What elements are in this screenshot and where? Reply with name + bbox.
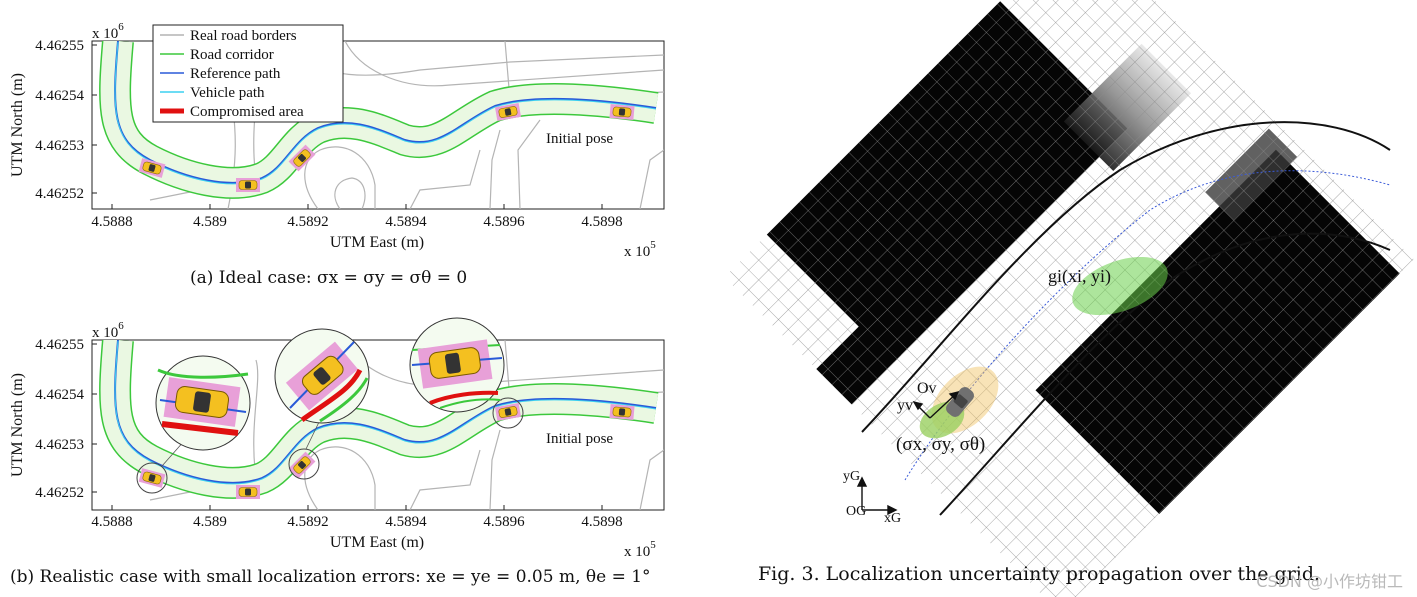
caption-figure-b: (b) Realistic case with small localizati… bbox=[10, 567, 651, 587]
sigma-label: (σx, σy, σθ) bbox=[896, 434, 985, 455]
legend-label: Reference path bbox=[190, 66, 281, 82]
figure-b: 4.46255 4.46254 4.46253 4.46252 4.5888 4… bbox=[9, 317, 665, 560]
x-tick-label: 4.5888 bbox=[91, 514, 132, 530]
plot-area-a bbox=[99, 41, 664, 209]
reference-path-b bbox=[114, 340, 657, 484]
caption-figure-a: (a) Ideal case: σx = σy = σθ = 0 bbox=[190, 268, 468, 288]
x-tick-label: 4.5894 bbox=[385, 214, 427, 230]
legend-label: Vehicle path bbox=[190, 85, 265, 101]
x-axis-label: UTM East (m) bbox=[330, 234, 424, 251]
x-tick-label: 4.5892 bbox=[287, 514, 328, 530]
occupancy-grid bbox=[724, 0, 1414, 597]
y-tick-label: 4.46252 bbox=[35, 485, 84, 501]
zoom-inset-1 bbox=[155, 355, 251, 451]
road-border-curve bbox=[861, 121, 1391, 433]
x-tick-label: 4.5896 bbox=[483, 514, 525, 530]
global-x-axis-label: xG bbox=[884, 511, 901, 526]
caption-figure-3: Fig. 3. Localization uncertainty propaga… bbox=[758, 563, 1321, 585]
x-axis-label: UTM East (m) bbox=[330, 534, 424, 551]
zoom-inset-3 bbox=[409, 317, 505, 413]
global-frame bbox=[856, 476, 898, 516]
vehicle-frame bbox=[912, 390, 960, 419]
y-axis-label: UTM North (m) bbox=[9, 373, 26, 477]
reference-path-a bbox=[114, 41, 657, 184]
legend-label: Road corridor bbox=[190, 47, 274, 63]
x-tick-label: 4.589 bbox=[193, 214, 227, 230]
global-origin-label: OG bbox=[846, 504, 866, 519]
y-tick-label: 4.46252 bbox=[35, 186, 84, 202]
x-tick-label: 4.589 bbox=[193, 514, 227, 530]
initial-pose-label: Initial pose bbox=[546, 431, 613, 447]
x-tick-label: 4.5896 bbox=[483, 214, 525, 230]
y-tick-label: 4.46254 bbox=[35, 387, 84, 403]
x-tick-label: 4.5898 bbox=[581, 214, 622, 230]
zoom-marker bbox=[492, 397, 524, 429]
y-tick-label: 4.46253 bbox=[35, 437, 84, 453]
x-exponent: x 105 bbox=[624, 239, 656, 260]
y-exponent: x 106 bbox=[92, 320, 124, 341]
vehicle-y-axis-label: yv bbox=[897, 397, 913, 414]
legend-label: Compromised area bbox=[190, 104, 304, 120]
x-tick-label: 4.5894 bbox=[385, 514, 427, 530]
x-tick-label: 4.5892 bbox=[287, 214, 328, 230]
legend-a: Real road borders Road corridor Referenc… bbox=[152, 24, 344, 123]
vehicle-icon bbox=[946, 387, 974, 417]
y-tick-label: 4.46255 bbox=[35, 337, 84, 353]
zoom-marker bbox=[288, 448, 320, 480]
global-y-axis-label: yG bbox=[843, 469, 860, 484]
figure-a: 4.46255 4.46254 4.46253 4.46252 4.5888 4… bbox=[9, 21, 665, 260]
vehicle-origin-label: Ov bbox=[917, 380, 937, 397]
y-axis-label: UTM North (m) bbox=[9, 73, 26, 177]
vehicle-path-b bbox=[114, 340, 657, 485]
x-tick-label: 4.5888 bbox=[91, 214, 132, 230]
uncertainty-ellipse bbox=[1072, 256, 1168, 316]
y-tick-label: 4.46254 bbox=[35, 88, 84, 104]
y-tick-label: 4.46253 bbox=[35, 138, 84, 154]
initial-pose-label: Initial pose bbox=[546, 131, 613, 147]
y-exponent: x 106 bbox=[92, 21, 124, 42]
x-tick-label: 4.5898 bbox=[581, 514, 622, 530]
watermark: CSDN @小作坊钳工 bbox=[1256, 572, 1403, 591]
zoom-inset-2 bbox=[274, 328, 370, 424]
legend-label: Real road borders bbox=[190, 28, 297, 44]
y-tick-label: 4.46255 bbox=[35, 38, 84, 54]
x-exponent: x 105 bbox=[624, 539, 656, 560]
zoom-marker bbox=[136, 462, 168, 494]
gaussian-label: gi(xi, yi) bbox=[1048, 266, 1111, 287]
plot-area-b bbox=[99, 340, 664, 510]
